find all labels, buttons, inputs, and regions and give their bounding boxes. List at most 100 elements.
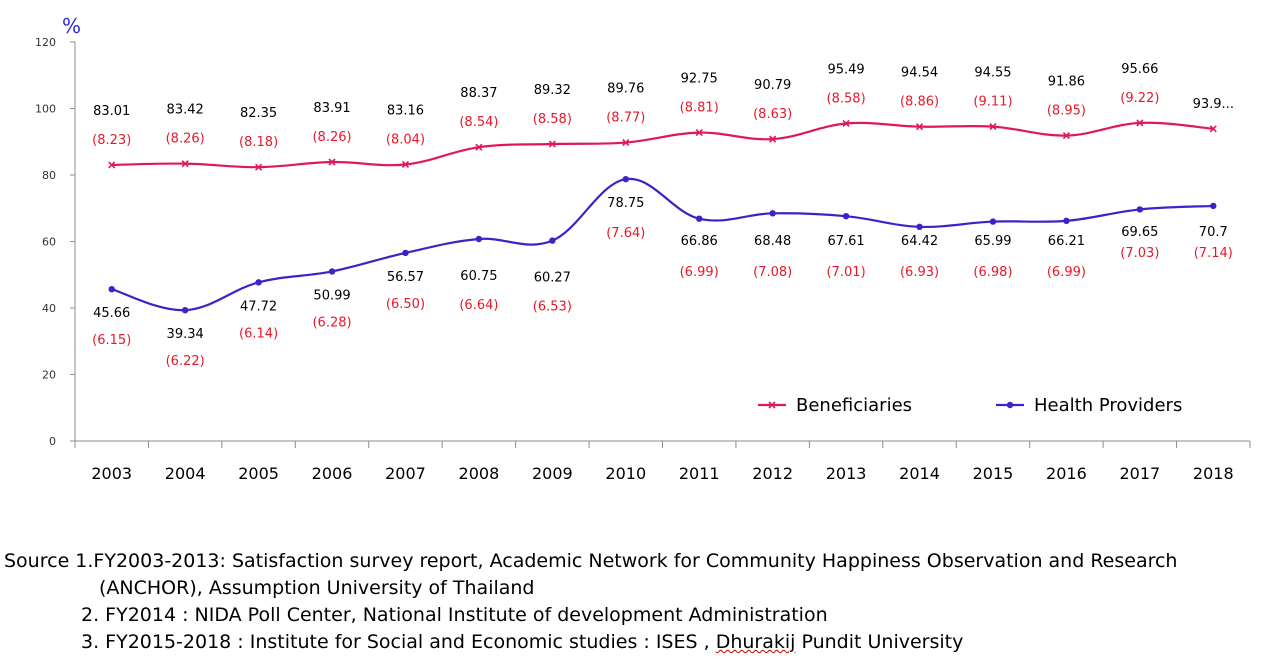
value-label: 39.34 (167, 327, 204, 342)
data-point-marker (989, 218, 997, 225)
x-tick-label: 2015 (973, 464, 1014, 483)
series-line-health-providers (111, 178, 1214, 312)
se-label: (8.54) (459, 115, 498, 130)
se-label: (6.50) (386, 297, 425, 312)
data-point-marker (1062, 131, 1070, 140)
value-label: 78.75 (607, 196, 644, 211)
se-label: (8.58) (827, 91, 866, 106)
value-label: 83.42 (167, 103, 204, 118)
x-tick-label: 2006 (312, 464, 353, 483)
se-label: (8.95) (1047, 104, 1086, 119)
value-label: 70.7 (1199, 225, 1228, 240)
value-label: 83.91 (313, 101, 350, 116)
se-label: (6.99) (680, 265, 719, 280)
se-label: (8.18) (239, 135, 278, 150)
x-tick-label: 2005 (238, 464, 279, 483)
se-label: (8.86) (900, 95, 939, 110)
x-tick-label: 2009 (532, 464, 573, 483)
data-labels: 83.01 (8.23) 83.42 (8.26) 82.35 (8.18) 83.91 (8… (92, 62, 1234, 369)
value-label: 93.9... (1193, 97, 1234, 112)
data-point-marker (1209, 125, 1217, 133)
data-point-marker (328, 268, 336, 275)
series-layer (108, 119, 1217, 314)
se-label: (8.81) (680, 101, 719, 116)
se-label: (7.14) (1194, 246, 1233, 261)
value-label: 89.32 (534, 83, 571, 98)
data-point-marker (622, 175, 629, 183)
se-label: (8.04) (386, 132, 425, 147)
x-tick-label: 2014 (899, 464, 940, 483)
data-point-marker (769, 135, 777, 143)
x-tick-label: 2003 (91, 464, 132, 483)
value-label: 64.42 (901, 234, 938, 249)
value-label: 47.72 (240, 299, 277, 314)
se-label: (6.98) (973, 265, 1012, 280)
x-tick-label: 2017 (1119, 464, 1160, 483)
legend-label: Beneficiaries (796, 395, 912, 416)
data-point-marker (181, 306, 189, 314)
series-line-beneficiaries (111, 121, 1214, 169)
se-label: (9.22) (1120, 91, 1159, 106)
y-tick-label: 60 (42, 236, 56, 249)
data-point-marker (401, 160, 410, 169)
data-point-marker (108, 285, 115, 293)
data-point-marker (255, 279, 262, 286)
x-tick-label: 2016 (1046, 464, 1087, 483)
x-tick-label: 2011 (679, 464, 720, 483)
se-label: (6.28) (312, 315, 351, 330)
y-unit-label: % (62, 14, 81, 38)
data-point-marker (548, 140, 556, 148)
value-label: 95.66 (1121, 62, 1158, 77)
se-label: (7.64) (606, 226, 645, 241)
source-line-2: 2. FY2014 : NIDA Poll Center, National I… (81, 604, 828, 626)
x-tick-label: 2012 (752, 464, 793, 483)
source-notes: Source 1.FY2003-2013: Satisfaction surve… (4, 548, 1269, 656)
data-point-marker (328, 158, 336, 166)
se-label: (8.63) (753, 107, 792, 122)
legend: Beneficiaries Health Providers (758, 395, 1182, 416)
value-label: 50.99 (313, 288, 350, 303)
data-point-marker (842, 119, 850, 128)
y-tick-label: 120 (35, 36, 56, 49)
source-line-3: 3. FY2015-2018 : Institute for Social an… (4, 629, 1269, 656)
data-point-marker (696, 215, 703, 222)
x-tick-label: 2013 (826, 464, 867, 483)
value-label: 60.75 (460, 269, 497, 284)
se-label: (8.26) (312, 130, 351, 145)
x-tick-label: 2008 (459, 464, 500, 483)
data-point-marker (1136, 119, 1144, 127)
se-label: (8.26) (166, 132, 205, 147)
data-point-marker (181, 160, 189, 168)
source-line-1: Source 1.FY2003-2013: Satisfaction surve… (4, 550, 1178, 572)
legend-marker (768, 401, 776, 409)
se-label: (8.23) (92, 133, 131, 148)
data-point-marker (769, 210, 776, 217)
source-line-3-suffix: Pundit University (795, 631, 964, 653)
se-label: (8.58) (533, 112, 572, 127)
value-label: 91.86 (1048, 75, 1085, 90)
value-label: 94.54 (901, 66, 938, 81)
se-label: (8.77) (606, 111, 645, 126)
value-label: 90.79 (754, 78, 791, 93)
se-label: (6.22) (166, 354, 205, 369)
x-tick-label: 2004 (165, 464, 206, 483)
source-line-3-prefix: 3. FY2015-2018 : Institute for Social an… (81, 631, 716, 653)
data-point-marker (695, 129, 703, 137)
value-label: 69.65 (1121, 225, 1158, 240)
value-label: 45.66 (93, 306, 130, 321)
data-point-marker (1210, 202, 1217, 210)
y-tick-label: 20 (42, 369, 56, 382)
se-label: (6.93) (900, 265, 939, 280)
value-label: 56.57 (387, 270, 424, 285)
se-label: (6.15) (92, 333, 131, 348)
se-label: (6.14) (239, 326, 278, 341)
value-label: 95.49 (827, 62, 864, 77)
value-label: 60.27 (534, 271, 571, 286)
data-point-marker (1063, 217, 1070, 225)
data-point-marker (916, 223, 923, 231)
value-label: 92.75 (681, 72, 718, 87)
legend-marker (1006, 401, 1014, 409)
source-line-1-continued: (ANCHOR), Assumption University of Thail… (99, 577, 535, 599)
data-point-marker (549, 237, 556, 244)
value-label: 89.76 (607, 82, 644, 97)
